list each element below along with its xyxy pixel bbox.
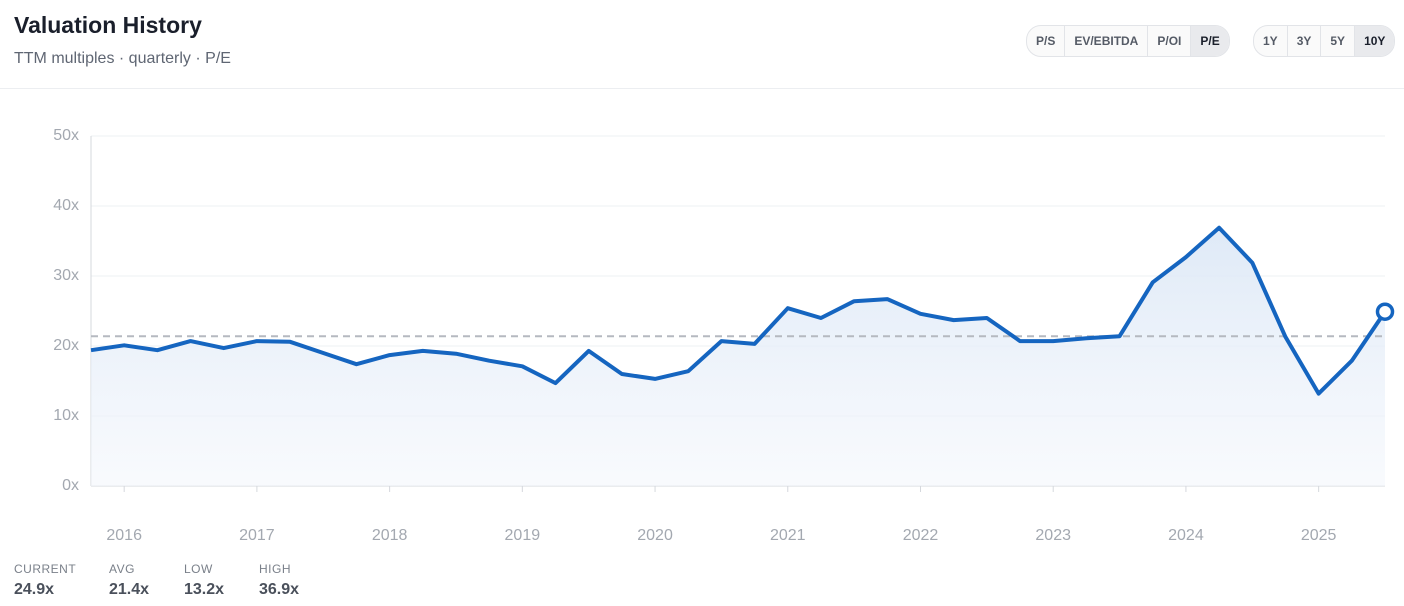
x-tick-label: 2021: [770, 527, 806, 544]
stat-label: CURRENT: [14, 562, 77, 576]
title: Valuation History: [14, 12, 202, 38]
range-button[interactable]: 5Y: [1320, 26, 1354, 56]
y-tick-label: 50x: [53, 127, 79, 144]
x-tick-label: 2019: [505, 527, 541, 544]
range-button[interactable]: 10Y: [1354, 26, 1395, 56]
stat-label: HIGH: [259, 562, 291, 576]
x-tick-label: 2016: [106, 527, 142, 544]
line: [90, 225, 1387, 396]
x-tick-label: 2022: [903, 527, 939, 544]
metric-button[interactable]: P/S: [1036, 34, 1056, 48]
y-tick-label: 30x: [53, 267, 79, 284]
range-button[interactable]: 3Y: [1286, 26, 1321, 56]
stat-label: LOW: [184, 562, 213, 576]
x-tick-label: 2023: [1035, 527, 1071, 544]
x-tick-label: 2018: [372, 527, 408, 544]
current-marker: [1375, 302, 1395, 321]
y-tick-label: 0x: [62, 477, 79, 494]
stat-value: 36.9x: [259, 581, 300, 598]
metric-button[interactable]: P/E: [1190, 26, 1229, 56]
range-button[interactable]: 1Y: [1263, 34, 1278, 48]
area: [91, 227, 1385, 486]
metric-selector: P/S EV/EBITDA P/OI P/E: [1026, 25, 1230, 57]
y-tick-label: 40x: [53, 197, 79, 214]
stat-value: 24.9x: [14, 581, 55, 598]
x-tick-label: 2017: [239, 527, 275, 544]
stat-label: AVG: [109, 562, 135, 576]
metric-button[interactable]: EV/EBITDA: [1064, 26, 1147, 56]
stat-value: 13.2x: [184, 581, 225, 598]
x-tick-label: 2020: [637, 527, 673, 544]
x-tick-label: 2024: [1168, 527, 1204, 544]
y-tick-label: 10x: [53, 407, 79, 424]
x-tick-label: 2025: [1301, 527, 1337, 544]
metric-button[interactable]: P/OI: [1147, 26, 1190, 56]
range-selector: 1Y 3Y 5Y 10Y: [1253, 25, 1396, 57]
stat-value: 21.4x: [109, 581, 150, 598]
subtitle: TTM multiples · quarterly · P/E: [14, 50, 231, 67]
y-tick-label: 20x: [53, 337, 79, 354]
divider: [0, 88, 1404, 89]
